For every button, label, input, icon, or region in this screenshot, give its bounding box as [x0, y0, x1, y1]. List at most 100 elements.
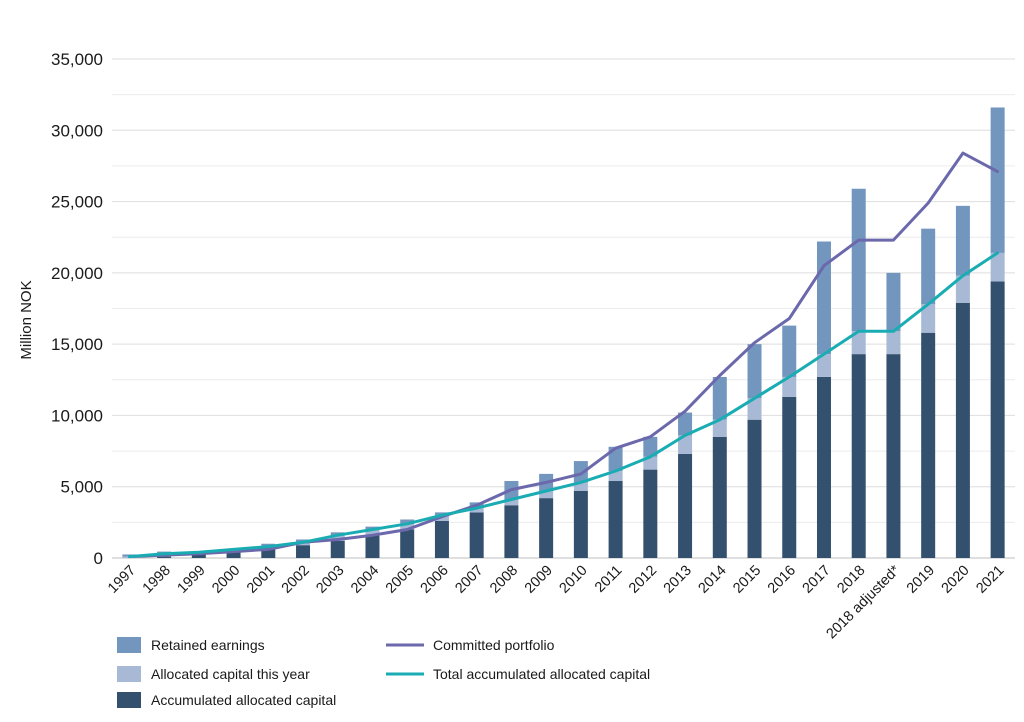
- bar-allocated-capital-this-year: [608, 471, 623, 482]
- legend-label: Retained earnings: [151, 637, 265, 653]
- bar-allocated-capital-this-year: [365, 529, 380, 536]
- bar-accumulated-allocated-capital: [539, 498, 554, 558]
- legend-label: Committed portfolio: [433, 637, 555, 653]
- bar-accumulated-allocated-capital: [330, 540, 345, 558]
- x-tick-label: 1997: [105, 563, 139, 597]
- bar-retained-earnings: [712, 376, 727, 420]
- bar-accumulated-allocated-capital: [504, 505, 519, 558]
- bar-accumulated-allocated-capital: [782, 396, 797, 558]
- bar-retained-earnings: [816, 241, 831, 355]
- bar-allocated-capital-this-year: [990, 252, 1005, 282]
- x-tick-label: 2005: [383, 563, 417, 597]
- bar-allocated-capital-this-year: [921, 304, 936, 333]
- bar-accumulated-allocated-capital: [400, 529, 415, 558]
- x-tick-label: 2007: [452, 563, 486, 597]
- bar-allocated-capital-this-year: [400, 523, 415, 530]
- legend-label: Accumulated allocated capital: [151, 692, 336, 708]
- x-tick-label: 2004: [348, 563, 382, 597]
- bar-accumulated-allocated-capital: [921, 332, 936, 558]
- legend: Retained earnings Allocated capital this …: [117, 637, 650, 708]
- bar-accumulated-allocated-capital: [157, 556, 172, 558]
- y-axis: 0 5,000 10,000 15,000 20,000 25,000 30,000 35,0…: [51, 50, 103, 568]
- x-tick-label: 2019: [904, 563, 938, 597]
- x-tick-label: 2014: [695, 563, 729, 597]
- line-total-accumulated-allocated-capital: [127, 251, 1000, 559]
- bar-accumulated-allocated-capital: [747, 419, 762, 558]
- x-tick-label: 2020: [939, 563, 973, 597]
- y-tick-label: 30,000: [51, 121, 103, 140]
- x-tick-label: 1999: [175, 563, 209, 597]
- y-tick-label: 25,000: [51, 193, 103, 212]
- bar-retained-earnings: [921, 228, 936, 305]
- bar-accumulated-allocated-capital: [816, 376, 831, 558]
- x-tick-label: 2011: [592, 563, 625, 596]
- x-tick-label: 2001: [244, 563, 278, 597]
- x-tick-label: 2006: [418, 563, 452, 597]
- bar-retained-earnings: [573, 461, 588, 483]
- x-tick-label: 2003: [313, 563, 347, 597]
- y-tick-label: 35,000: [51, 50, 103, 69]
- bar-retained-earnings: [400, 519, 415, 524]
- bar-allocated-capital-this-year: [851, 331, 866, 355]
- y-tick-label: 15,000: [51, 335, 103, 354]
- x-tick-label: 2010: [557, 563, 591, 597]
- bar-accumulated-allocated-capital: [955, 302, 970, 558]
- bar-retained-earnings: [955, 205, 970, 276]
- bar-retained-earnings: [608, 446, 623, 472]
- bar-allocated-capital-this-year: [539, 490, 554, 499]
- bar-allocated-capital-this-year: [643, 456, 658, 470]
- bar-allocated-capital-this-year: [816, 354, 831, 377]
- bar-retained-earnings: [782, 325, 797, 377]
- bar-allocated-capital-this-year: [886, 331, 901, 355]
- bar-accumulated-allocated-capital: [886, 354, 901, 558]
- bar-allocated-capital-this-year: [469, 508, 484, 513]
- legend-label: Total accumulated allocated capital: [433, 666, 650, 682]
- bar-accumulated-allocated-capital: [296, 545, 311, 558]
- x-axis: 1997 1998 1999 2000 2001 2002 2003 2004 2005 2006…: [105, 562, 1007, 642]
- x-tick-label: 2013: [661, 563, 695, 597]
- x-tick-label: 1998: [140, 563, 174, 597]
- x-tick-label: 2008: [487, 563, 521, 597]
- bar-accumulated-allocated-capital: [851, 354, 866, 558]
- y-tick-label: 5,000: [60, 478, 103, 497]
- gridlines: [112, 58, 1015, 559]
- x-tick-label: 2017: [800, 563, 834, 597]
- x-tick-label: 2016: [765, 563, 799, 597]
- bar-allocated-capital-this-year: [712, 419, 727, 437]
- x-tick-label: 2000: [209, 563, 243, 597]
- bar-accumulated-allocated-capital: [226, 552, 241, 558]
- legend-label: Allocated capital this year: [151, 666, 310, 682]
- legend-swatch: [117, 637, 141, 653]
- legend-swatch: [117, 692, 141, 708]
- bar-retained-earnings: [886, 272, 901, 332]
- x-tick-label: 2002: [279, 563, 313, 597]
- bar-retained-earnings: [678, 412, 693, 436]
- line-committed-portfolio: [127, 151, 1000, 559]
- bar-accumulated-allocated-capital: [469, 512, 484, 558]
- bar-accumulated-allocated-capital: [643, 469, 658, 558]
- legend-swatch: [117, 666, 141, 682]
- x-tick-label: 2012: [626, 563, 660, 597]
- bar-accumulated-allocated-capital: [712, 436, 727, 558]
- y-tick-label: 10,000: [51, 406, 103, 425]
- bar-allocated-capital-this-year: [782, 376, 797, 397]
- bar-accumulated-allocated-capital: [365, 535, 380, 558]
- y-tick-label: 20,000: [51, 264, 103, 283]
- series-lines: [127, 151, 1000, 559]
- bar-accumulated-allocated-capital: [434, 520, 449, 558]
- bar-accumulated-allocated-capital: [191, 553, 206, 558]
- bar-accumulated-allocated-capital: [990, 281, 1005, 558]
- y-tick-label: 0: [94, 549, 103, 568]
- bar-allocated-capital-this-year: [504, 499, 519, 506]
- bar-accumulated-allocated-capital: [678, 453, 693, 558]
- bar-accumulated-allocated-capital: [608, 481, 623, 558]
- x-tick-label: 2021: [973, 563, 1007, 597]
- bars: [122, 107, 1005, 558]
- bar-retained-earnings: [643, 436, 658, 457]
- bar-accumulated-allocated-capital: [261, 549, 276, 558]
- bar-retained-earnings: [851, 188, 866, 332]
- bar-retained-earnings: [747, 344, 762, 399]
- bar-retained-earnings: [990, 107, 1005, 253]
